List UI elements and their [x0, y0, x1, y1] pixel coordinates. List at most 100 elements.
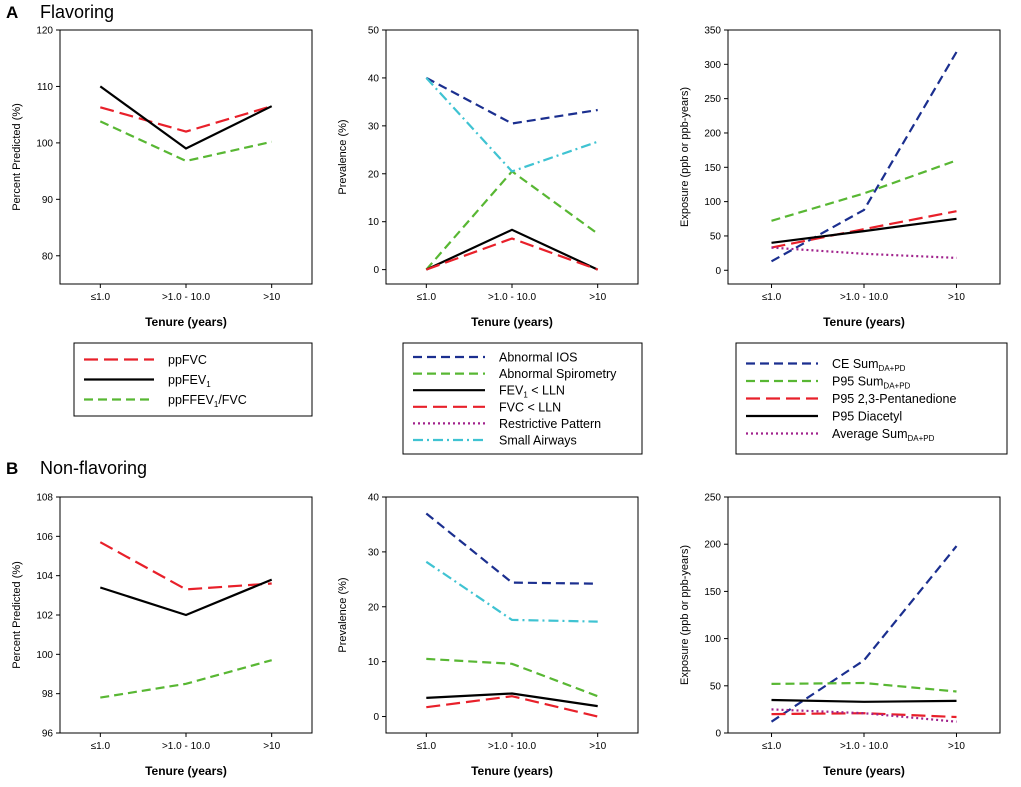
- series-line-abnSpiro: [425, 169, 599, 271]
- series-line-abnSpiro: [426, 657, 599, 698]
- series-line-abnIOS: [425, 76, 598, 125]
- legend-label-fvclln: FVC < LLN: [499, 400, 561, 414]
- legend-label-subscript: DA+PD: [883, 382, 910, 391]
- y-tick-label: 20: [368, 169, 380, 180]
- plot-frame: [385, 29, 639, 285]
- y-tick-label: 30: [368, 121, 380, 132]
- x-tick-label: >1.0 - 10.0: [840, 292, 889, 303]
- legend-label-p95Dia: P95 Diacetyl: [832, 410, 902, 424]
- y-tick-label: 98: [42, 689, 54, 700]
- series-line-ceSum: [770, 545, 958, 723]
- x-axis-title: Tenure (years): [471, 764, 553, 778]
- y-tick-label: 100: [704, 197, 721, 208]
- y-axis-title: Exposure (ppb or ppb-years): [679, 87, 691, 227]
- legend-label-subscript: 1: [206, 380, 211, 389]
- chart-A2: 0 10 20 30 40 50 ≤1.0 >1.0 - 10.0 >10 Tenure (yea…: [337, 26, 639, 329]
- y-axis-title: Prevalence (%): [337, 577, 349, 652]
- series-line-p95Sum: [771, 681, 957, 693]
- x-tick-label: >1.0 - 10.0: [840, 741, 889, 752]
- y-tick-label: 108: [36, 493, 53, 504]
- y-tick-label: 100: [36, 650, 53, 661]
- legend-label-main: FEV: [499, 384, 524, 398]
- x-tick-label: ≤1.0: [417, 292, 437, 303]
- x-tick-label: >1.0 - 10.0: [488, 741, 537, 752]
- legend-label-subscript: DA+PD: [879, 364, 906, 373]
- y-tick-label: 50: [368, 26, 380, 37]
- y-tick-label: 200: [704, 540, 721, 551]
- section-a-letter: A: [6, 3, 18, 22]
- x-axis-title: Tenure (years): [823, 764, 905, 778]
- legend-frame: [735, 342, 1008, 455]
- section-b-letter: B: [6, 459, 18, 478]
- x-tick-label: ≤1.0: [91, 741, 111, 752]
- y-tick-label: 104: [36, 571, 53, 582]
- legend-label-main: P95 2,3-Pentanedione: [832, 392, 956, 406]
- chart-B2: 0 10 20 30 40 ≤1.0 >1.0 - 10.0 >10 Tenure (years…: [337, 493, 639, 778]
- y-tick-label: 350: [704, 26, 721, 37]
- section-b-title: Non-flavoring: [40, 458, 147, 478]
- series-line-p95Dia: [771, 217, 957, 244]
- series-line-fvclln: [425, 237, 599, 271]
- legend-label-restrictive: Restrictive Pattern: [499, 417, 601, 431]
- legend-label-main: Restrictive Pattern: [499, 417, 601, 431]
- x-axis-title: Tenure (years): [145, 315, 227, 329]
- y-tick-label: 0: [373, 265, 379, 276]
- x-tick-label: >10: [948, 741, 965, 752]
- series-line-ppFEV1: [99, 85, 273, 150]
- series-line-ppFVC: [99, 105, 273, 133]
- y-tick-label: 96: [42, 729, 54, 740]
- x-tick-label: ≤1.0: [762, 292, 782, 303]
- legend-label-ppFEV1: ppFEV1: [168, 373, 211, 389]
- y-tick-label: 250: [704, 493, 721, 504]
- y-tick-label: 10: [368, 657, 380, 668]
- series-line-fvclln: [426, 695, 598, 718]
- x-tick-label: >10: [263, 292, 280, 303]
- x-tick-label: ≤1.0: [91, 292, 111, 303]
- legend-label-main: CE Sum: [832, 357, 879, 371]
- plot-frame: [727, 496, 1001, 734]
- x-tick-label: >10: [589, 741, 606, 752]
- legend-label-main: ppFEV: [168, 373, 207, 387]
- x-axis-title: Tenure (years): [471, 315, 553, 329]
- legend-label-main: P95 Sum: [832, 375, 883, 389]
- y-tick-label: 10: [368, 217, 380, 228]
- series-line-ppFEV1FVC: [99, 120, 272, 163]
- plot-frame: [385, 496, 639, 734]
- y-axis-title: Percent Predicted (%): [11, 103, 23, 211]
- y-tick-label: 150: [704, 163, 721, 174]
- y-tick-label: 106: [36, 532, 53, 543]
- x-tick-label: >1.0 - 10.0: [488, 292, 537, 303]
- series-line-p95Dia: [771, 698, 957, 703]
- y-tick-label: 150: [704, 587, 721, 598]
- chart-B3: 0 50 100 150 200 250 ≤1.0 >1.0 - 10.0 >10 Tenure …: [679, 493, 1001, 778]
- y-tick-label: 300: [704, 60, 721, 71]
- y-tick-label: 30: [368, 547, 380, 558]
- y-tick-label: 0: [715, 729, 721, 740]
- legend-label-abnSpiro: Abnormal Spirometry: [499, 367, 617, 381]
- chart-A3: 0 50 100 150 200 250 300 350 ≤1.0 >1.0 - 10.0 >10 T…: [679, 26, 1001, 329]
- legend-label-fev1lln: FEV1 < LLN: [499, 384, 565, 400]
- series-line-fev1lln: [425, 228, 599, 271]
- y-tick-label: 40: [368, 493, 380, 504]
- legend-label-suffix: /FVC: [218, 393, 246, 407]
- legend-label-ppFEV1FVC: ppFFEV1/FVC: [168, 393, 247, 409]
- series-line-ppFEV1FVC: [100, 659, 272, 699]
- chart-B1: 96 98 100 102 104 106 108 ≤1.0 >1.0 - 10.0 >10 Ten…: [11, 493, 313, 778]
- series-line-p95Sum: [771, 159, 957, 222]
- y-tick-label: 102: [36, 611, 53, 622]
- plot-frame: [59, 29, 313, 285]
- y-axis-title: Exposure (ppb or ppb-years): [679, 545, 691, 685]
- legend-label-abnIOS: Abnormal IOS: [499, 351, 578, 365]
- legend-label-main: Abnormal Spirometry: [499, 367, 617, 381]
- y-tick-label: 250: [704, 94, 721, 105]
- legend-label-main: Average Sum: [832, 427, 908, 441]
- series-line-smallAirways: [425, 77, 599, 173]
- x-tick-label: >1.0 - 10.0: [162, 741, 211, 752]
- y-tick-label: 200: [704, 128, 721, 139]
- legend-label-suffix: < LLN: [528, 384, 565, 398]
- legend-label-p95Sum: P95 SumDA+PD: [832, 375, 911, 391]
